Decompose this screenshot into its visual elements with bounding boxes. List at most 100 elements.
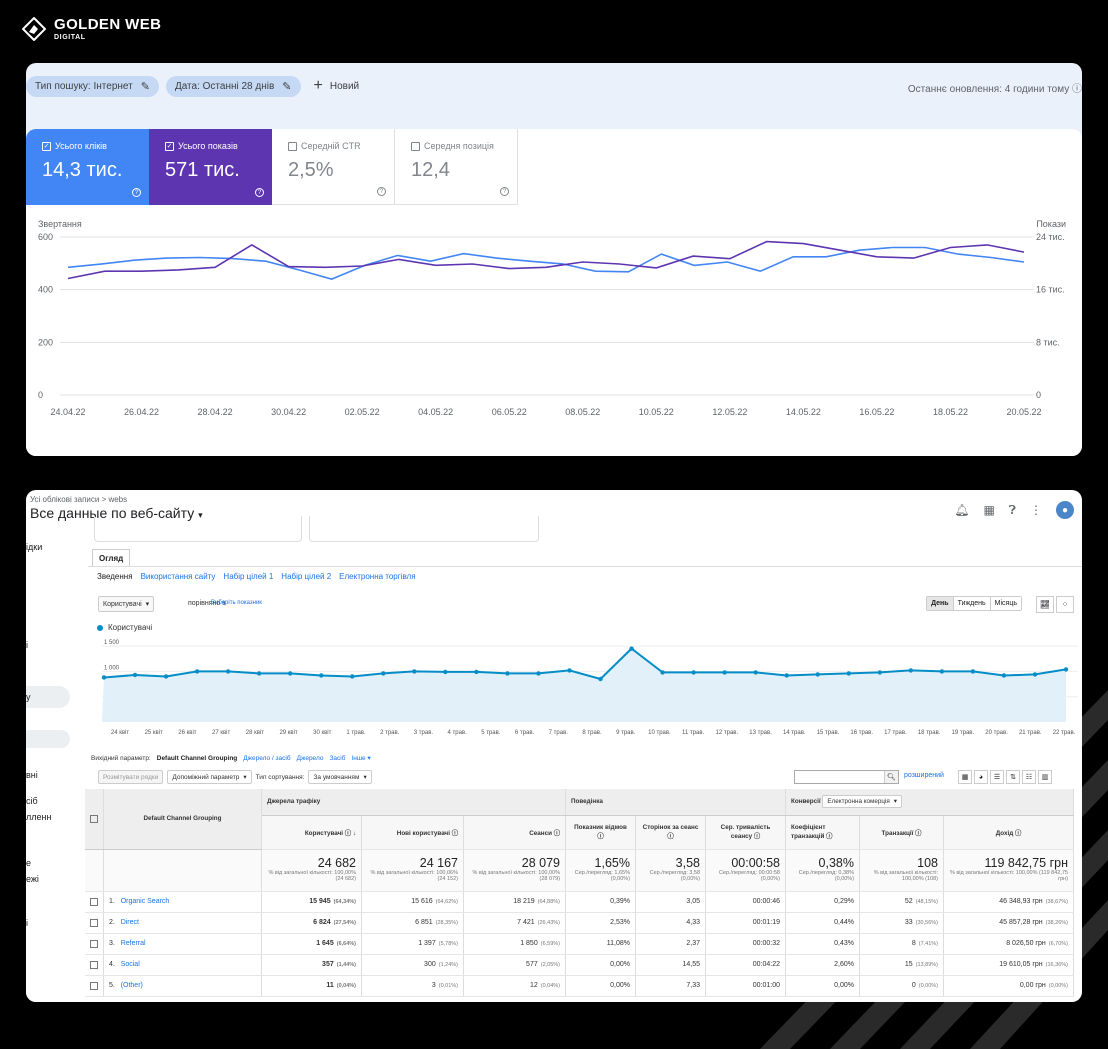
checkbox-icon[interactable]: [90, 814, 98, 823]
help-icon[interactable]: ?: [132, 188, 141, 197]
help-icon[interactable]: ?: [377, 187, 386, 196]
primary-dimension-active[interactable]: Default Channel Grouping: [156, 754, 238, 762]
new-filter-button[interactable]: + Новий: [314, 78, 360, 94]
secondary-dimension-select[interactable]: Допоміжний параметр ▾: [167, 770, 252, 784]
metric-total-clicks[interactable]: ✓ Усього кліків 14,3 тис. ?: [26, 129, 149, 205]
channel-header[interactable]: Default Channel Grouping: [103, 789, 262, 850]
pivot-view-icon[interactable]: ▥: [1038, 770, 1052, 784]
edit-pencil-icon[interactable]: ✎: [140, 80, 150, 93]
col-sessions[interactable]: Сеанси ⓘ: [463, 815, 566, 850]
col-conversion-rate[interactable]: Коефіцієнт транзакцій ⓘ: [785, 815, 860, 850]
metric-average-ctr[interactable]: Середній CTR 2,5% ?: [272, 129, 395, 205]
channel-link[interactable]: Referral: [120, 940, 146, 947]
plot-rows-button[interactable]: Розмітувати рядки: [98, 770, 164, 784]
period-month-button[interactable]: Місяць: [990, 597, 1021, 610]
channel-link[interactable]: Organic Search: [120, 898, 170, 905]
metric-average-position[interactable]: Середня позиція 12,4 ?: [395, 129, 518, 205]
subtab-goal-set-1[interactable]: Набір цілей 1: [223, 572, 274, 581]
sidebar-item[interactable]: і: [26, 918, 28, 928]
performance-view-icon[interactable]: ☰: [990, 770, 1004, 784]
dimension-link[interactable]: Інше ▾: [351, 755, 371, 762]
line-chart-icon[interactable]: 📈︎: [1036, 596, 1054, 613]
period-week-button[interactable]: Тиждень: [953, 597, 991, 610]
channel-link[interactable]: Social: [120, 961, 140, 968]
sidebar-item[interactable]: вні: [26, 770, 38, 780]
sidebar-item[interactable]: лленн: [26, 812, 52, 822]
channel-link[interactable]: Direct: [120, 919, 139, 926]
pie-view-icon[interactable]: ◕: [974, 770, 988, 784]
dimension-link[interactable]: Джерело / засіб: [243, 754, 291, 762]
subtab-ecommerce[interactable]: Електронна торгівля: [339, 572, 416, 581]
help-icon[interactable]: ?: [255, 188, 264, 197]
sort-type-select[interactable]: За умовчанням ▾: [308, 770, 372, 784]
bell-icon[interactable]: 🔔︎: [954, 503, 970, 517]
dimension-link[interactable]: Засіб: [329, 754, 346, 762]
select-all-cell[interactable]: [85, 789, 104, 850]
metric-total-impressions[interactable]: ✓ Усього показів 571 тис. ?: [149, 129, 272, 205]
table-row[interactable]: 5. (Other) 11 (0,04%) 3 (0,01%) 12 (0,04%) …: [85, 975, 1074, 997]
view-selector[interactable]: Все данные по веб-сайту ▾: [30, 505, 203, 521]
edit-pencil-icon[interactable]: ✎: [282, 80, 292, 93]
term-cloud-icon[interactable]: ☷: [1022, 770, 1036, 784]
sidebar-active-pill[interactable]: [26, 686, 70, 708]
col-revenue[interactable]: Дохід ⓘ: [943, 815, 1074, 850]
help-icon[interactable]: ⓘ: [1072, 84, 1082, 95]
col-users[interactable]: Користувачі ⓘ ↓: [261, 815, 362, 850]
sidebar-item[interactable]: і: [26, 640, 28, 650]
help-icon[interactable]: ?: [500, 187, 509, 196]
table-row[interactable]: 2. Direct 6 824 (27,54%) 6 851 (28,35%) 7 …: [85, 912, 1074, 934]
advanced-filter-link[interactable]: розширений: [904, 772, 944, 779]
motion-chart-icon[interactable]: ⁘: [1056, 596, 1074, 613]
filter-chip-date[interactable]: Дата: Останні 28 днів ✎: [165, 75, 301, 97]
checkbox-icon[interactable]: [90, 981, 98, 990]
sidebar-item[interactable]: ежі: [26, 874, 39, 884]
subtab-site-usage[interactable]: Використання сайту: [140, 572, 216, 581]
checkbox-icon[interactable]: [90, 918, 98, 927]
col-pages-per-session[interactable]: Сторінок за сеанс ⓘ: [635, 815, 706, 850]
more-vert-icon[interactable]: ⋮: [1030, 503, 1042, 517]
apps-grid-icon[interactable]: ▦: [983, 503, 995, 517]
row-select-cell[interactable]: [85, 891, 104, 913]
table-search-input[interactable]: 🔍︎: [794, 770, 899, 784]
comparison-view-icon[interactable]: ⇅: [1006, 770, 1020, 784]
chart-type-toggle: 📈︎ ⁘: [1036, 596, 1074, 613]
compare-metric-link[interactable]: Виберіть показник: [211, 600, 262, 606]
sidebar-item[interactable]: е: [26, 858, 32, 868]
checkbox-icon[interactable]: [90, 897, 98, 906]
col-bounce-rate[interactable]: Показник відмов ⓘ: [565, 815, 636, 850]
row-select-cell[interactable]: [85, 933, 104, 955]
period-day-button[interactable]: День: [927, 597, 954, 610]
search-icon[interactable]: 🔍︎: [884, 771, 898, 783]
subtab-summary[interactable]: Зведення: [97, 572, 133, 581]
row-select-cell[interactable]: [85, 912, 104, 934]
col-transactions[interactable]: Транзакції ⓘ: [859, 815, 944, 850]
row-select-cell[interactable]: [85, 975, 104, 997]
checkbox-checked-icon[interactable]: ✓: [165, 141, 174, 151]
col-avg-duration[interactable]: Сер. тривалість сеансу ⓘ: [705, 815, 786, 850]
checkbox-unchecked-icon[interactable]: [288, 141, 297, 151]
table-row[interactable]: 3. Referral 1 645 (6,64%) 1 397 (5,78%) 1 …: [85, 933, 1074, 955]
tab-overview[interactable]: Огляд: [92, 549, 131, 567]
sidebar-pill[interactable]: [26, 730, 70, 748]
subtab-goal-set-2[interactable]: Набір цілей 2: [281, 572, 332, 581]
table-row[interactable]: 4. Social 357 (1,44%) 300 (1,24%) 577 (2,05…: [85, 954, 1074, 976]
col-new-users[interactable]: Нові користувачі ⓘ: [361, 815, 464, 850]
table-view-icon[interactable]: ▦: [958, 770, 972, 784]
breadcrumb[interactable]: Усі облікові записи > webs: [30, 495, 128, 504]
metric-select[interactable]: Користувачі ▾: [98, 596, 155, 612]
checkbox-unchecked-icon[interactable]: [411, 141, 420, 151]
help-icon[interactable]: ❓︎: [1008, 502, 1016, 517]
checkbox-icon[interactable]: [90, 939, 98, 948]
row-select-cell[interactable]: [85, 954, 104, 976]
table-row[interactable]: 1. Organic Search 15 945 (64,34%) 15 616(…: [85, 891, 1074, 913]
sidebar-item[interactable]: сіб: [26, 796, 38, 806]
filter-chip-search-type[interactable]: Тип пошуку: Інтернет ✎: [26, 75, 159, 97]
sidebar-item[interactable]: ідки: [26, 542, 43, 552]
conversion-type-select[interactable]: Електронна комерція ▾: [822, 795, 902, 809]
checkbox-checked-icon[interactable]: ✓: [42, 141, 51, 151]
sidebar-item[interactable]: у: [26, 692, 31, 702]
channel-link[interactable]: (Other): [120, 982, 143, 989]
dimension-link[interactable]: Джерело: [296, 754, 324, 762]
checkbox-icon[interactable]: [90, 960, 98, 969]
avatar[interactable]: ●: [1056, 501, 1074, 519]
